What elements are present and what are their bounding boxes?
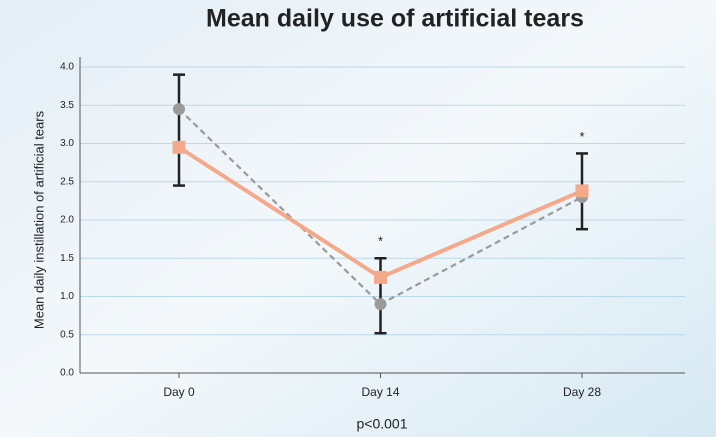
x-tick-label: Day 28	[563, 385, 601, 399]
x-tick-label: Day 14	[361, 385, 399, 399]
y-tick-label: 2.0	[60, 215, 74, 226]
point	[575, 184, 589, 198]
y-axis-label: Mean daily instillation of artificial te…	[31, 110, 46, 329]
x-tick-label: Day 0	[163, 385, 195, 399]
y-tick-label: 3.0	[60, 138, 74, 149]
note: p<0.001	[357, 416, 408, 432]
y-tick-label: 1.0	[60, 291, 74, 302]
point	[374, 298, 387, 311]
significance-mark: *	[378, 234, 383, 249]
significance-mark: *	[579, 129, 584, 144]
point	[173, 103, 185, 116]
y-tick-label: 0.5	[60, 329, 74, 340]
y-tick-label: 0.0	[60, 368, 74, 379]
y-tick-label: 3.5	[60, 100, 74, 111]
y-tick-label: 1.5	[60, 253, 74, 264]
chart-title: Mean daily use of artificial tears	[206, 5, 584, 33]
y-tick-label: 2.5	[60, 176, 74, 187]
point	[374, 270, 387, 284]
y-tick-label: 4.0	[60, 62, 74, 73]
point	[172, 140, 186, 154]
